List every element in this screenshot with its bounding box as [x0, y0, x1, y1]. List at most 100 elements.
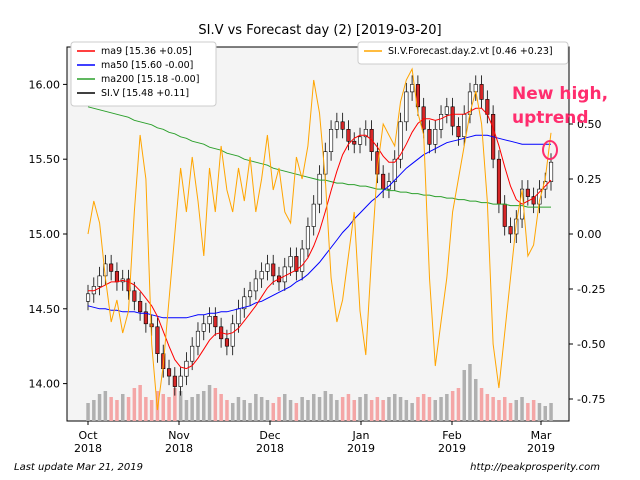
candle-body: [190, 345, 195, 362]
candle-body: [427, 129, 432, 145]
candle-body: [201, 323, 206, 332]
moving-averages: [87, 106, 552, 370]
candle-body: [357, 136, 363, 145]
volume-bar: [485, 394, 490, 421]
annotation-line1: New high,: [512, 84, 608, 104]
volume-bar: [479, 388, 484, 421]
volume-bar: [207, 385, 212, 421]
y-left-tick-label: 14.50: [29, 303, 61, 316]
volume-bar: [474, 379, 478, 421]
annotation-line2: uptrend: [512, 108, 589, 128]
candle-body: [531, 196, 536, 205]
volume-bar: [178, 391, 183, 421]
candle-body: [496, 158, 502, 205]
volume-bar: [248, 403, 252, 421]
volume-bar: [346, 394, 351, 421]
candle-body: [86, 293, 91, 302]
volume-bar: [317, 397, 322, 421]
volume-bar: [115, 400, 119, 421]
volume-bar: [531, 400, 536, 421]
candle-body: [138, 300, 143, 313]
candle-body: [300, 248, 305, 272]
legend-box: [357, 41, 569, 65]
volume-bar: [312, 394, 316, 421]
volume-bar: [219, 394, 223, 421]
x-tick-label: Nov: [168, 429, 190, 442]
candle-body: [485, 99, 490, 115]
volume-bar: [126, 397, 131, 421]
volume-bar: [109, 397, 113, 421]
candle-body: [328, 129, 334, 153]
ma200-line: [87, 106, 551, 208]
volume-bar: [375, 397, 380, 421]
y-right-tick-label: -0.25: [577, 283, 605, 296]
volume-bar: [404, 400, 409, 421]
candle-body: [253, 278, 258, 292]
volume-bar: [329, 394, 333, 421]
x-tick-label: Dec: [259, 429, 280, 442]
volume-bar: [497, 400, 501, 421]
candle-body: [450, 106, 455, 127]
volume-bar: [300, 397, 304, 421]
candle-body: [433, 129, 438, 145]
candle-body: [392, 158, 397, 182]
ma9-line: [88, 107, 552, 370]
volume-bar: [149, 400, 154, 421]
volume-bar: [259, 397, 264, 421]
volume-bar: [306, 400, 310, 421]
x-tick-label: Jan: [352, 429, 370, 442]
legend-box: [70, 41, 217, 107]
candle-body: [334, 121, 339, 130]
y-left-tick-label: 16.00: [29, 78, 61, 91]
volume-bar: [462, 370, 466, 421]
y-right-tick-label: 0.50: [577, 118, 602, 131]
volume-bar: [335, 400, 339, 421]
forecast-series-line: [87, 67, 552, 411]
volume-bar: [398, 397, 403, 421]
candle-body: [525, 188, 530, 197]
legend-right: SI.V.Forecast.day.2.vt [0.46 +0.23]: [357, 41, 569, 65]
volume-bar: [503, 397, 507, 421]
candle-body: [288, 256, 293, 268]
x-tick-label: 2019: [438, 442, 466, 455]
x-tick-label: 2019: [527, 442, 555, 455]
candle-body: [456, 126, 461, 138]
footer-url: http://peakprosperity.com: [470, 462, 600, 473]
volume-bar: [92, 400, 96, 421]
candle-body: [224, 338, 229, 347]
volume-bar: [456, 388, 461, 421]
candle-body: [195, 330, 200, 347]
volume-bar: [450, 391, 455, 421]
candle-body: [230, 323, 235, 347]
candle-body: [508, 226, 513, 235]
candle-body: [398, 121, 403, 160]
candle-body: [242, 296, 247, 310]
volume-bar: [421, 394, 426, 421]
volume-bar: [352, 400, 356, 421]
candle-body: [143, 311, 148, 325]
candle-body: [172, 375, 177, 387]
candle-body: [548, 161, 554, 182]
legend-label: ma9 [15.36 +0.05]: [101, 46, 192, 57]
candle-body: [155, 326, 160, 354]
candle-body: [213, 315, 218, 328]
candle-body: [502, 203, 507, 227]
candle-body: [444, 106, 449, 115]
candle-body: [271, 263, 276, 277]
volume-bar: [242, 400, 246, 421]
volume-bar: [323, 391, 328, 421]
candle-body: [438, 114, 444, 130]
x-tick-label: 2018: [165, 442, 193, 455]
volume-bar: [364, 394, 368, 421]
candle-body: [236, 308, 241, 325]
volume-bar: [543, 406, 547, 421]
candle-body: [167, 368, 172, 377]
y-right-tick-label: 0.00: [577, 228, 602, 241]
candle-body: [178, 375, 183, 387]
candle-body: [132, 290, 137, 302]
y-right-tick-label: -0.50: [577, 338, 605, 351]
candle-body: [421, 106, 426, 130]
candle-body: [114, 271, 119, 283]
candle-body: [352, 140, 357, 145]
volume-bar: [526, 403, 530, 421]
